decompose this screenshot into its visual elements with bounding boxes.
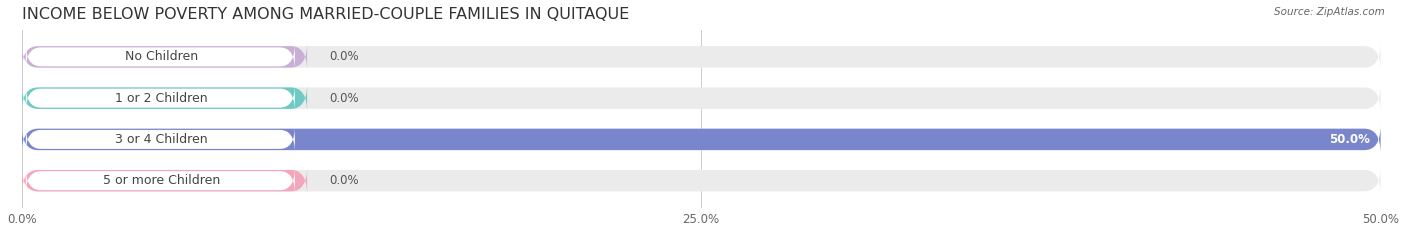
FancyBboxPatch shape bbox=[21, 167, 307, 195]
Text: 3 or 4 Children: 3 or 4 Children bbox=[115, 133, 208, 146]
FancyBboxPatch shape bbox=[21, 125, 1381, 154]
Text: No Children: No Children bbox=[125, 50, 198, 63]
FancyBboxPatch shape bbox=[21, 167, 1381, 195]
Text: 50.0%: 50.0% bbox=[1329, 133, 1369, 146]
Text: 0.0%: 0.0% bbox=[329, 174, 359, 187]
FancyBboxPatch shape bbox=[25, 44, 295, 70]
Text: INCOME BELOW POVERTY AMONG MARRIED-COUPLE FAMILIES IN QUITAQUE: INCOME BELOW POVERTY AMONG MARRIED-COUPL… bbox=[21, 7, 628, 22]
Text: Source: ZipAtlas.com: Source: ZipAtlas.com bbox=[1274, 7, 1385, 17]
Text: 5 or more Children: 5 or more Children bbox=[103, 174, 221, 187]
FancyBboxPatch shape bbox=[21, 125, 1381, 154]
FancyBboxPatch shape bbox=[25, 168, 295, 194]
FancyBboxPatch shape bbox=[21, 84, 1381, 112]
Text: 0.0%: 0.0% bbox=[329, 50, 359, 63]
Text: 0.0%: 0.0% bbox=[329, 92, 359, 105]
FancyBboxPatch shape bbox=[21, 84, 307, 112]
FancyBboxPatch shape bbox=[21, 43, 307, 71]
FancyBboxPatch shape bbox=[25, 126, 295, 153]
Text: 1 or 2 Children: 1 or 2 Children bbox=[115, 92, 208, 105]
FancyBboxPatch shape bbox=[21, 43, 1381, 71]
FancyBboxPatch shape bbox=[25, 85, 295, 111]
